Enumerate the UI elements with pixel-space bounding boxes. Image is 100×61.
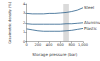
- svg-text:400: 400: [46, 43, 53, 47]
- svg-text:Plastic: Plastic: [84, 26, 97, 31]
- svg-text:1,000: 1,000: [78, 43, 88, 47]
- svg-text:0: 0: [26, 43, 28, 47]
- svg-text:4: 4: [23, 2, 26, 6]
- svg-text:600: 600: [57, 43, 64, 47]
- svg-text:200: 200: [35, 43, 42, 47]
- svg-text:Aluminum: Aluminum: [84, 20, 100, 25]
- svg-text:Gravimetric density (%): Gravimetric density (%): [8, 1, 12, 43]
- svg-text:0: 0: [22, 39, 26, 44]
- svg-text:Steel: Steel: [84, 5, 94, 10]
- svg-text:1: 1: [23, 30, 25, 34]
- svg-text:800: 800: [68, 43, 75, 47]
- svg-text:Storage pressure (bar): Storage pressure (bar): [32, 52, 78, 57]
- svg-text:3: 3: [23, 11, 25, 15]
- svg-text:2: 2: [23, 21, 25, 25]
